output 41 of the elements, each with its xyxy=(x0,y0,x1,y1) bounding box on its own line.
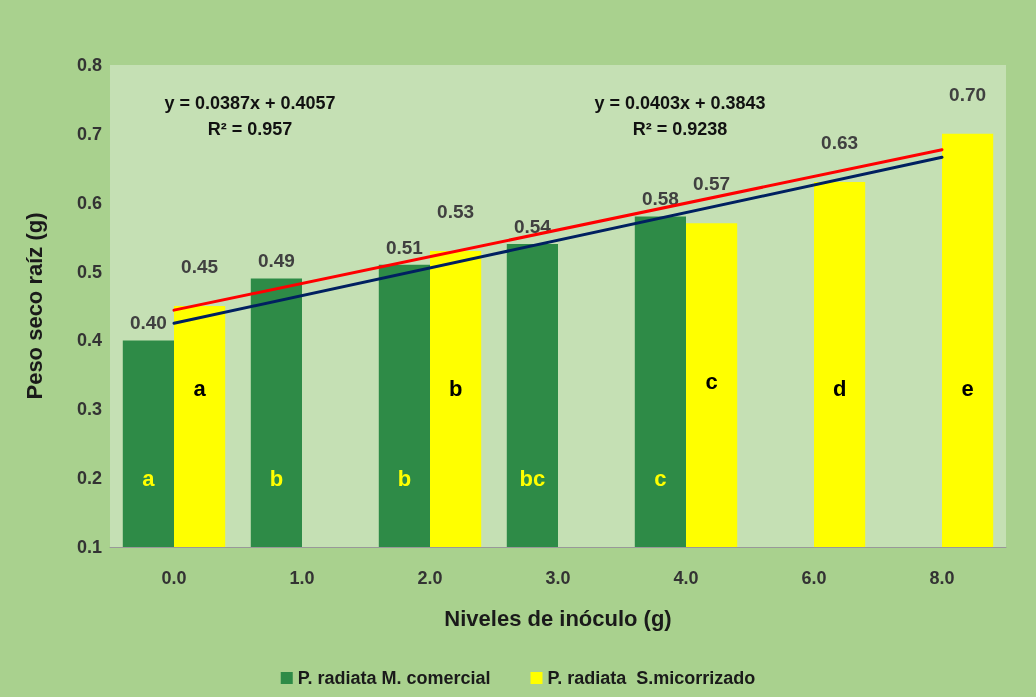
annotation: d xyxy=(832,376,847,402)
y-tick-label: 0.7 xyxy=(76,123,102,144)
annotation: c xyxy=(705,369,718,395)
data-label: 0.40 xyxy=(129,312,167,334)
annotation: y = 0.0387x + 0.4057 R² = 0.957 xyxy=(164,93,336,139)
y-tick-label: 0.3 xyxy=(76,399,102,420)
annotation: e xyxy=(961,376,974,402)
annotation: a xyxy=(142,465,156,491)
annotation: b xyxy=(269,465,284,491)
data-label: 0.57 xyxy=(693,173,731,195)
y-tick-label: 0.1 xyxy=(76,537,102,557)
x-tick-label: 6.0 xyxy=(801,568,827,588)
data-label: 0.54 xyxy=(513,216,552,238)
annotation: bc xyxy=(519,465,546,491)
x-tick-label: 0.0 xyxy=(161,568,187,588)
legend-label: P. radiata S.micorrizado xyxy=(547,668,756,688)
data-label: 0.53 xyxy=(437,200,475,222)
y-tick-label: 0.4 xyxy=(76,330,102,351)
annotation: b xyxy=(397,465,412,491)
legend-label: P. radiata M. comercial xyxy=(297,668,491,688)
data-label: 0.70 xyxy=(949,83,987,105)
x-tick-label: 4.0 xyxy=(673,568,699,588)
data-label: 0.63 xyxy=(821,132,859,154)
y-tick-label: 0.6 xyxy=(76,192,102,213)
data-label: 0.58 xyxy=(641,188,679,210)
x-tick-label: 8.0 xyxy=(929,568,955,588)
annotation: y = 0.0403x + 0.3843 R² = 0.9238 xyxy=(594,93,766,139)
x-tick-label: 3.0 xyxy=(545,568,571,588)
x-tick-label: 1.0 xyxy=(289,568,315,588)
annotation: b xyxy=(448,376,463,402)
y-tick-label: 0.8 xyxy=(76,55,102,75)
data-label: 0.51 xyxy=(385,236,424,258)
x-axis-title: Niveles de inóculo (g) xyxy=(444,605,672,631)
y-axis-title: Peso seco raíz (g) xyxy=(21,212,47,400)
y-tick-label: 0.5 xyxy=(76,261,102,282)
y-tick-label: 0.2 xyxy=(76,468,102,489)
data-label: 0.49 xyxy=(257,250,295,272)
x-tick-label: 2.0 xyxy=(417,568,443,588)
annotation: a xyxy=(193,376,207,402)
data-label: 0.45 xyxy=(181,256,219,277)
annotation: c xyxy=(654,465,667,491)
